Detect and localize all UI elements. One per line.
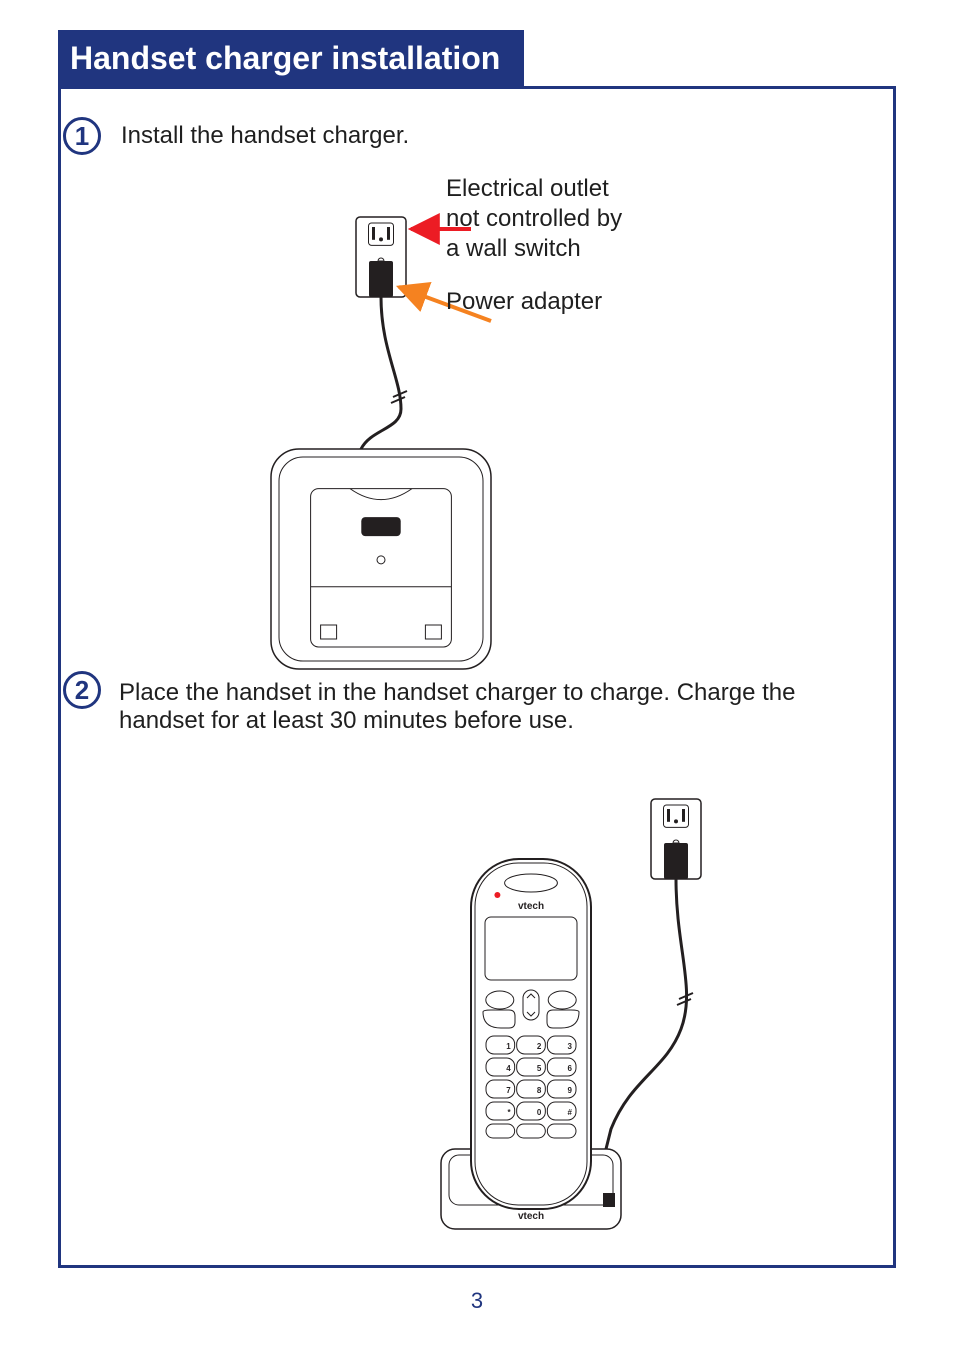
page-number: 3 xyxy=(0,1288,954,1314)
step-2-text: Place the handset in the handset charger… xyxy=(119,679,869,735)
svg-text:8: 8 xyxy=(537,1086,542,1095)
page-title: Handset charger installation xyxy=(70,40,500,77)
callout-outlet: Electrical outlet not controlled by a wa… xyxy=(446,174,622,264)
content-frame: 1 Install the handset charger. Electrica… xyxy=(58,86,896,1268)
callout-outlet-line2: not controlled by xyxy=(446,204,622,234)
callout-outlet-line3: a wall switch xyxy=(446,234,622,264)
diagram-handset-charging: vtechvtech123456789*0# xyxy=(201,769,761,1259)
step-2-number-circle: 2 xyxy=(63,671,101,709)
callout-adapter-text: Power adapter xyxy=(446,288,602,315)
svg-text:5: 5 xyxy=(537,1064,542,1073)
step-2-number: 2 xyxy=(75,675,89,706)
svg-text:7: 7 xyxy=(506,1086,511,1095)
svg-text:vtech: vtech xyxy=(518,1211,544,1222)
svg-text:1: 1 xyxy=(506,1042,511,1051)
svg-text:vtech: vtech xyxy=(518,901,544,912)
step-1-number-circle: 1 xyxy=(63,117,101,155)
step-2-row: 2 xyxy=(63,671,101,709)
svg-text:#: # xyxy=(568,1108,573,1117)
title-bar: Handset charger installation xyxy=(58,30,524,86)
svg-text:6: 6 xyxy=(568,1064,573,1073)
svg-text:2: 2 xyxy=(537,1042,542,1051)
callout-outlet-line1: Electrical outlet xyxy=(446,174,622,204)
page-number-text: 3 xyxy=(471,1288,483,1313)
svg-text:4: 4 xyxy=(506,1064,511,1073)
svg-text:9: 9 xyxy=(568,1086,573,1095)
svg-text:0: 0 xyxy=(537,1108,542,1117)
svg-text:3: 3 xyxy=(568,1042,573,1051)
callout-adapter: Power adapter xyxy=(446,287,602,317)
page: Handset charger installation 1 Install t… xyxy=(0,0,954,1354)
step-1-number: 1 xyxy=(75,121,89,152)
